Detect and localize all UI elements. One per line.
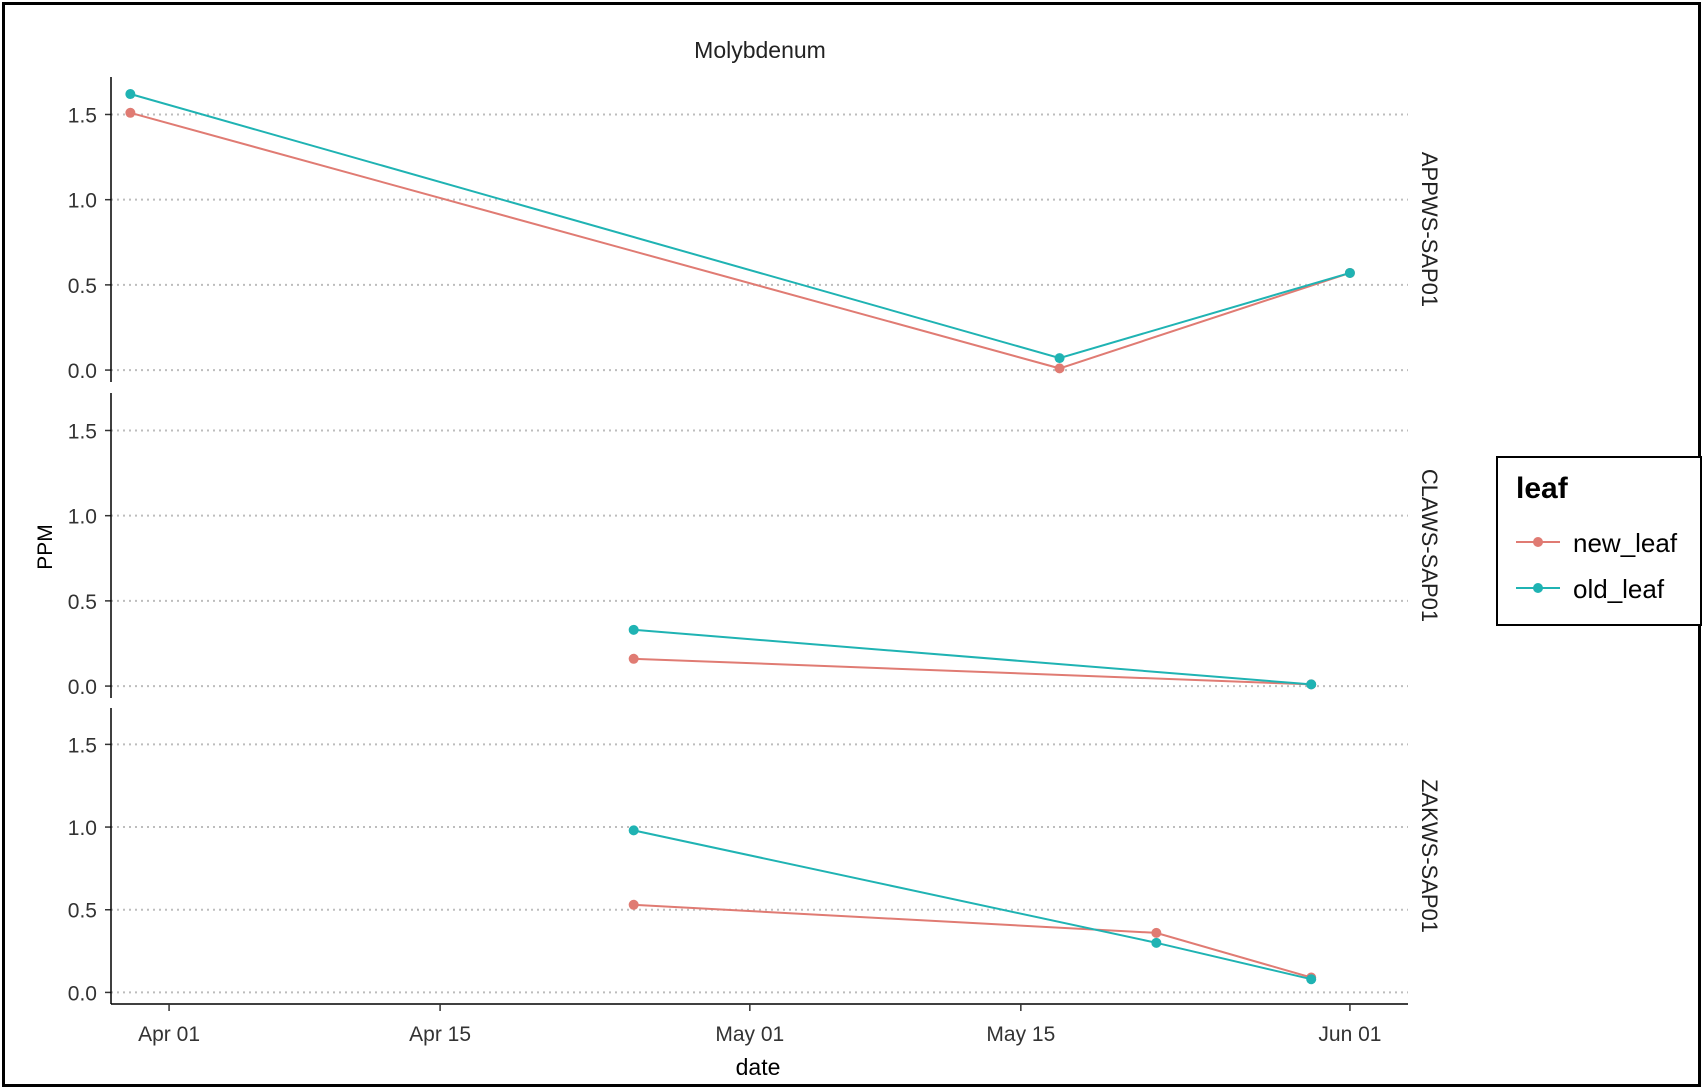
x-tick-label: May 01 — [715, 1023, 784, 1046]
data-point-old-leaf — [1344, 267, 1355, 278]
data-point-old-leaf — [1151, 937, 1162, 948]
x-axis: Apr 01 Apr 15 May 01 May 15 Jun 01 — [111, 1003, 1408, 1046]
y-tick-label: 1.0 — [68, 506, 97, 529]
y-tick-label: 0.5 — [68, 591, 97, 614]
series-line-old-leaf — [633, 628, 1312, 686]
y-tick-label: 1.0 — [68, 817, 97, 840]
legend-item-old-leaf: old_leaf — [1498, 568, 1698, 608]
data-point-old-leaf — [628, 624, 639, 635]
legend-label-new-leaf: new_leaf — [1573, 528, 1678, 558]
y-axis-label: PPM — [34, 524, 57, 570]
data-point-old-leaf — [1054, 353, 1065, 364]
facet-panel-claws-sap01: 0.0 0.5 1.0 1.5 CLAWS-SAP01 — [68, 393, 1442, 699]
y-tick-label: 1.5 — [68, 420, 97, 443]
data-point-new-leaf — [1151, 927, 1162, 938]
facet-label: CLAWS-SAP01 — [1417, 469, 1442, 622]
legend-swatch-new-leaf — [1516, 537, 1560, 547]
y-tick-label: 1.5 — [68, 104, 97, 127]
y-tick-label: 0.0 — [68, 982, 97, 1005]
data-point-old-leaf — [125, 89, 136, 100]
legend-swatch-old-leaf — [1516, 583, 1560, 593]
facet-label: ZAKWS-SAP01 — [1417, 779, 1442, 933]
y-tick-label: 1.5 — [68, 734, 97, 757]
data-point-new-leaf — [125, 107, 136, 118]
data-point-old-leaf — [1306, 974, 1317, 985]
data-point-old-leaf — [1306, 679, 1317, 690]
y-tick-label: 0.0 — [68, 676, 97, 699]
legend-title: leaf — [1516, 472, 1568, 505]
facet-label: APPWS-SAP01 — [1417, 152, 1442, 307]
legend-label-old-leaf: old_leaf — [1573, 574, 1665, 604]
data-point-new-leaf — [628, 653, 639, 664]
facet-panel-appws-sap01: 0.0 0.5 1.0 1.5 APPWS-SAP01 — [68, 77, 1442, 383]
series-line-old-leaf — [633, 829, 1312, 981]
data-point-new-leaf — [1054, 363, 1065, 374]
x-axis-label: date — [736, 1054, 781, 1080]
y-tick-label: 0.0 — [68, 360, 97, 383]
series-line-old-leaf — [130, 93, 1351, 360]
data-point-old-leaf — [628, 825, 639, 836]
x-tick-label: May 15 — [986, 1023, 1055, 1046]
y-tick-label: 1.0 — [68, 190, 97, 213]
data-point-new-leaf — [628, 899, 639, 910]
x-tick-label: Apr 15 — [409, 1023, 471, 1046]
series-line-new-leaf — [130, 111, 1351, 370]
y-tick-label: 0.5 — [68, 275, 97, 298]
x-tick-label: Apr 01 — [138, 1023, 200, 1046]
legend-item-new-leaf: new_leaf — [1498, 522, 1698, 562]
series-line-new-leaf — [633, 657, 1312, 686]
y-tick-label: 0.5 — [68, 900, 97, 923]
chart-title: Molybdenum — [694, 37, 826, 63]
legend: leaf new_leaf old_leaf — [1496, 456, 1702, 626]
series-line-new-leaf — [633, 903, 1312, 979]
facet-panel-zakws-sap01: 0.0 0.5 1.0 1.5 ZAKWS-SAP01 — [68, 708, 1442, 1005]
x-tick-label: Jun 01 — [1318, 1023, 1381, 1046]
